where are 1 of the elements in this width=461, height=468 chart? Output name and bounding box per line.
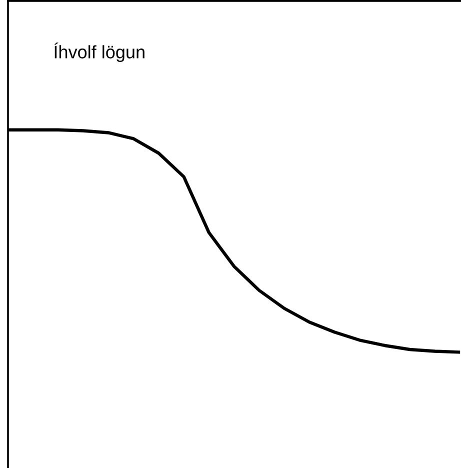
chart-title: Íhvolf lögun — [54, 42, 144, 62]
